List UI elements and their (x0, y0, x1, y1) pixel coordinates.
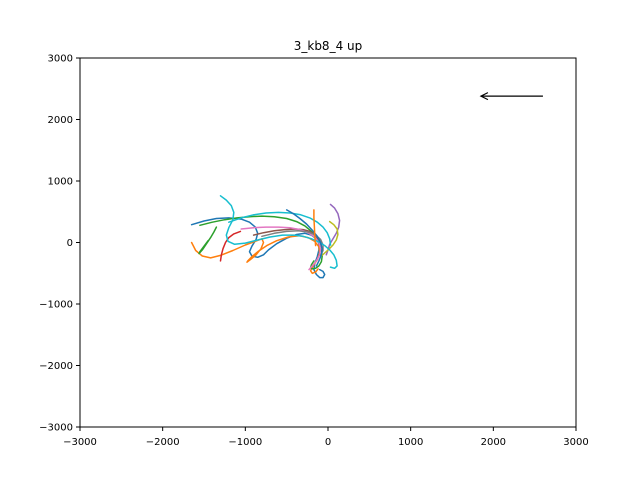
y-tick-label: 2000 (48, 115, 73, 126)
trajectory-line-5 (219, 230, 242, 262)
y-tick-label: 0 (67, 238, 73, 249)
trajectory-line-11 (219, 195, 338, 270)
trajectory-line-14 (313, 209, 317, 247)
x-tick-label: −1000 (228, 437, 262, 448)
trajectory-line-8 (240, 226, 322, 271)
y-axis: −3000 −2000 −1000 0 1000 2000 3000 (39, 54, 80, 434)
arrow-head (479, 92, 489, 101)
x-tick-label: 1000 (398, 437, 423, 448)
x-tick-label: 2000 (481, 437, 506, 448)
y-tick-label: −3000 (39, 423, 73, 434)
trajectory-line-9 (261, 230, 324, 257)
y-tick-label: 3000 (48, 54, 73, 65)
series-layer (190, 195, 341, 279)
annotation-layer (479, 92, 543, 101)
trajectory-line-4 (198, 226, 218, 255)
trajectory-line-13 (285, 209, 323, 267)
trajectory-line-10 (320, 220, 339, 257)
trajectory-line-1 (190, 217, 326, 279)
y-tick-label: 1000 (48, 177, 73, 188)
y-tick-label: −2000 (39, 361, 73, 372)
x-tick-label: 3000 (563, 437, 588, 448)
y-tick-label: −1000 (39, 300, 73, 311)
chart-title: 3_kb8_4 up (294, 39, 363, 53)
x-tick-label: −2000 (146, 437, 180, 448)
x-axis: −3000 −2000 −1000 0 1000 2000 3000 (63, 427, 589, 448)
x-tick-label: −3000 (63, 437, 97, 448)
trajectory-line-12 (228, 211, 332, 246)
x-tick-label: 0 (325, 437, 331, 448)
